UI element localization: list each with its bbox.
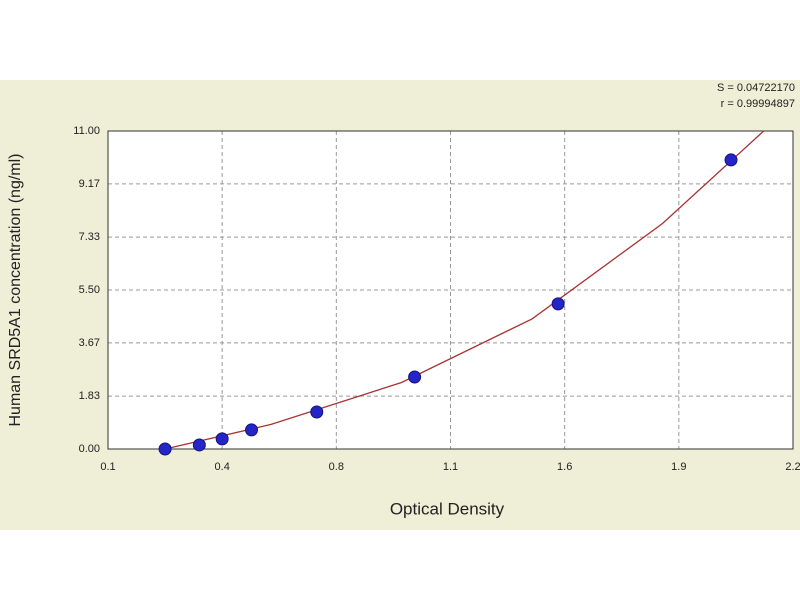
y-tick-label: 3.67 bbox=[79, 337, 100, 349]
y-tick-label: 11.00 bbox=[73, 125, 100, 137]
data-point bbox=[551, 297, 565, 311]
x-tick-label: 0.8 bbox=[329, 461, 344, 473]
y-axis-label: Human SRD5A1 concentration (ng/ml) bbox=[7, 153, 24, 426]
x-tick-label: 0.1 bbox=[100, 461, 115, 473]
y-tick-label: 9.17 bbox=[79, 178, 100, 190]
data-point bbox=[724, 153, 738, 167]
y-tick-label: 1.83 bbox=[79, 390, 100, 402]
x-tick-label: 0.4 bbox=[215, 461, 230, 473]
x-tick-label: 2.2 bbox=[785, 461, 800, 473]
annotation: r = 0.99994897 bbox=[721, 98, 795, 110]
x-axis-label: Optical Density bbox=[390, 499, 505, 518]
data-point bbox=[215, 432, 229, 446]
data-point bbox=[408, 370, 422, 384]
data-point bbox=[158, 442, 172, 456]
data-point bbox=[192, 438, 206, 452]
x-tick-label: 1.9 bbox=[671, 461, 686, 473]
y-tick-label: 7.33 bbox=[79, 231, 100, 243]
annotation: S = 0.04722170 bbox=[717, 82, 795, 94]
y-tick-label: 0.00 bbox=[79, 443, 100, 455]
data-point bbox=[310, 405, 324, 419]
x-tick-label: 1.6 bbox=[557, 461, 572, 473]
data-point bbox=[245, 423, 259, 437]
x-tick-label: 1.1 bbox=[443, 461, 458, 473]
plot-border bbox=[107, 130, 794, 450]
y-tick-label: 5.50 bbox=[79, 284, 100, 296]
